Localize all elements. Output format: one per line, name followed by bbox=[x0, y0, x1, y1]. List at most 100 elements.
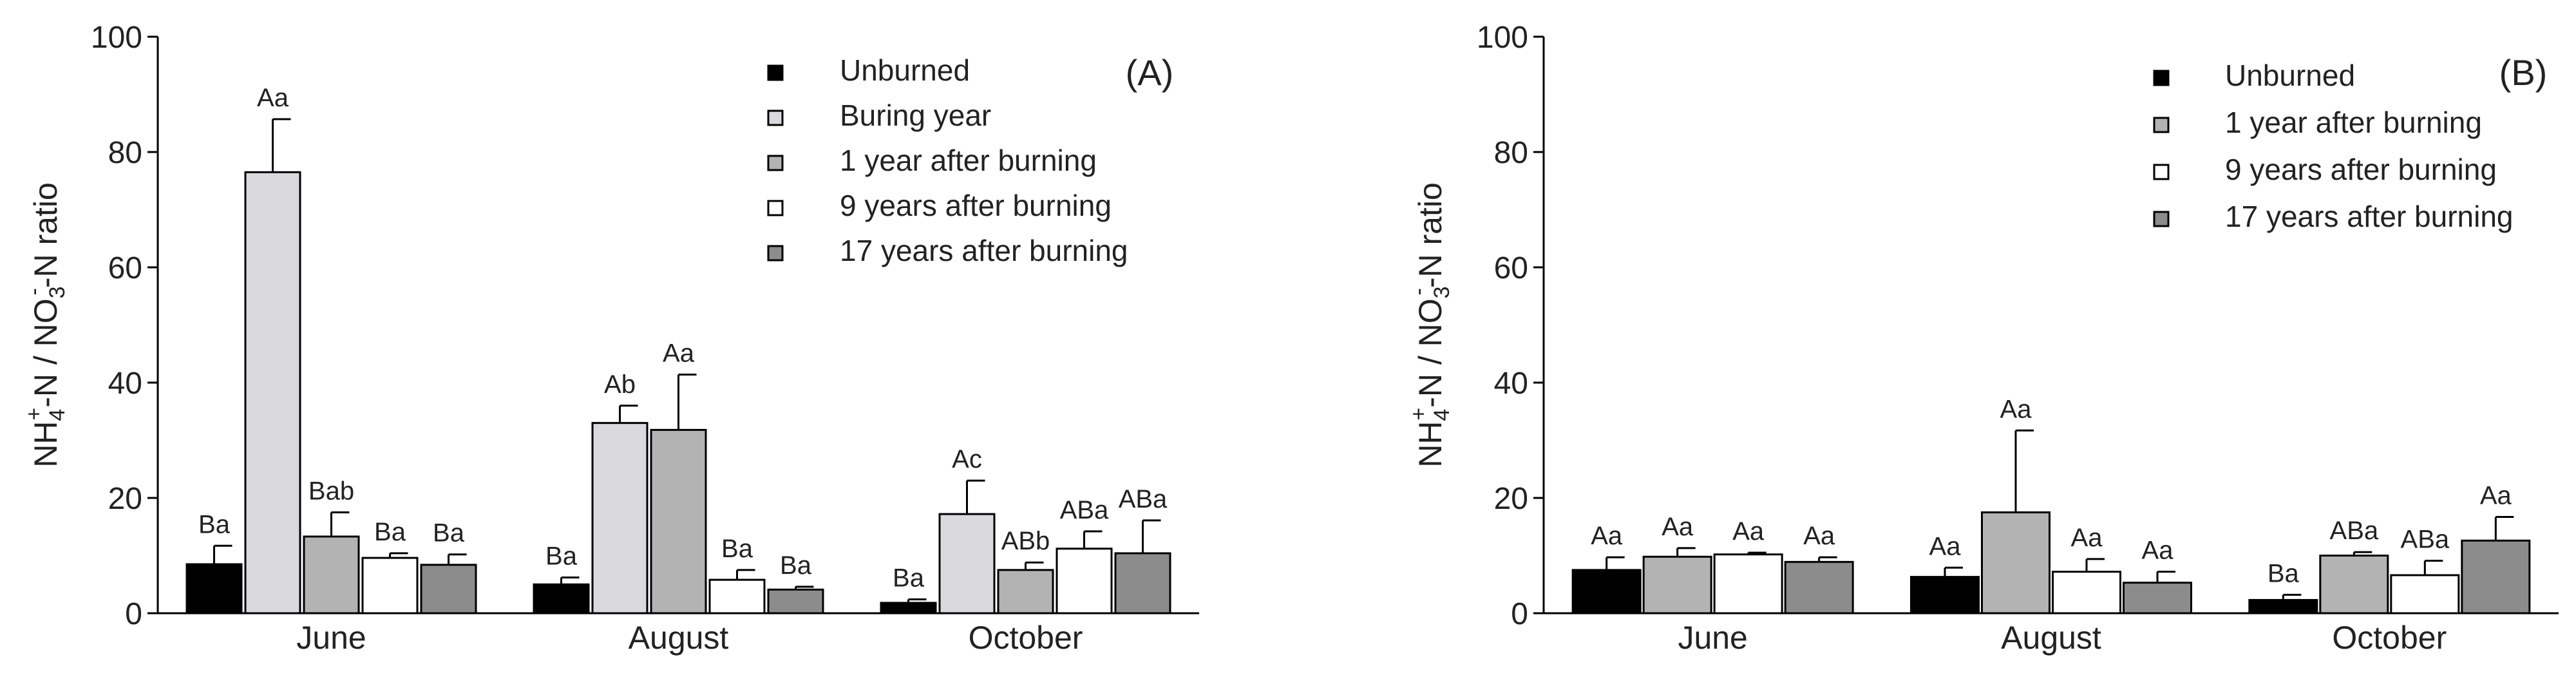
bar bbox=[997, 569, 1054, 615]
bar bbox=[2390, 574, 2460, 615]
significance-label: Aa bbox=[663, 339, 695, 367]
bar bbox=[303, 535, 360, 615]
significance-label: Aa bbox=[1662, 513, 1694, 541]
bar bbox=[533, 583, 590, 615]
legend-label: 17 years after burning bbox=[2225, 200, 2514, 233]
panel-label: (A) bbox=[1126, 52, 1174, 93]
significance-label: Aa bbox=[1732, 517, 1765, 546]
panel-label: (B) bbox=[2499, 52, 2548, 93]
bar bbox=[1642, 555, 1712, 615]
significance-label: Ba bbox=[198, 510, 231, 539]
bar bbox=[1713, 553, 1783, 615]
bar bbox=[938, 513, 996, 615]
significance-label: Aa bbox=[257, 84, 289, 112]
significance-label: Ba bbox=[780, 551, 812, 580]
x-tick-label: October bbox=[969, 620, 1083, 656]
legend-swatch bbox=[767, 110, 784, 126]
y-label-superscript: - bbox=[1406, 288, 1431, 295]
bar bbox=[1910, 576, 1980, 615]
y-tick-label: 20 bbox=[1494, 482, 1528, 516]
significance-label: Aa bbox=[1591, 522, 1623, 550]
significance-label: Aa bbox=[2142, 537, 2174, 565]
bar bbox=[1981, 511, 2050, 615]
y-tick-label: 100 bbox=[91, 21, 142, 55]
y-label-part: -N / NO bbox=[1412, 298, 1448, 407]
significance-label: Ab bbox=[604, 370, 636, 399]
significance-label: ABa bbox=[1060, 496, 1109, 524]
bar bbox=[2248, 598, 2318, 615]
bar bbox=[1056, 548, 1113, 615]
legend-swatch bbox=[767, 245, 784, 262]
significance-label: Aa bbox=[2000, 395, 2032, 423]
legend-label: 1 year after burning bbox=[840, 144, 1097, 177]
chart-panel-a: 0 20 40 60 80 100 NH4+-N / NO3--N ratio June Ba A… bbox=[22, 21, 1199, 656]
significance-label: Ba bbox=[374, 518, 406, 546]
x-tick-label: June bbox=[296, 620, 366, 656]
bar bbox=[420, 564, 477, 615]
y-tick-label: 0 bbox=[125, 597, 142, 631]
bar bbox=[708, 578, 766, 615]
legend-swatch bbox=[767, 64, 784, 81]
bar bbox=[880, 602, 937, 615]
bar bbox=[2319, 555, 2389, 615]
significance-label: Aa bbox=[2071, 524, 2103, 552]
bar bbox=[591, 422, 649, 615]
y-label-part: -N ratio bbox=[28, 182, 64, 288]
y-tick-label: 40 bbox=[108, 367, 142, 401]
bar bbox=[650, 428, 707, 615]
bar bbox=[1784, 560, 1854, 615]
significance-label: ABa bbox=[1119, 485, 1168, 513]
legend-swatch bbox=[2153, 70, 2170, 86]
significance-label: Aa bbox=[1929, 532, 1962, 560]
legend-swatch bbox=[2153, 164, 2170, 180]
legend-label: Unburned bbox=[2225, 59, 2355, 92]
y-axis-label: NH4+-N / NO3--N ratio bbox=[1406, 182, 1454, 468]
y-tick-label: 60 bbox=[1494, 251, 1528, 285]
legend-swatch bbox=[2153, 211, 2170, 227]
bar bbox=[361, 557, 419, 615]
significance-label: Aa bbox=[2480, 482, 2512, 510]
bar bbox=[2052, 571, 2121, 615]
significance-label: Aa bbox=[1803, 522, 1835, 550]
significance-label: Ba bbox=[893, 564, 925, 593]
bar bbox=[1114, 552, 1171, 615]
y-label-superscript: + bbox=[1406, 408, 1431, 421]
x-tick-label: October bbox=[2332, 620, 2447, 656]
y-label-part: -N / NO bbox=[28, 298, 64, 407]
significance-label: ABa bbox=[2401, 526, 2450, 554]
y-axis-label: NH4+-N / NO3--N ratio bbox=[22, 182, 70, 468]
y-label-subscript: 3 bbox=[45, 286, 70, 298]
y-label-part: NH bbox=[28, 421, 64, 468]
significance-label: Ba bbox=[545, 542, 578, 571]
y-tick-label: 0 bbox=[1511, 597, 1528, 631]
x-tick-label: June bbox=[1678, 620, 1747, 656]
y-tick-label: 40 bbox=[1494, 367, 1528, 401]
legend-swatch bbox=[767, 200, 784, 216]
y-label-part: NH bbox=[1412, 421, 1448, 468]
legend-label: 17 years after burning bbox=[840, 234, 1128, 267]
legend-label: 9 years after burning bbox=[840, 189, 1112, 222]
significance-label: Ba bbox=[721, 535, 753, 563]
bar bbox=[244, 171, 301, 615]
chart-panel-b: 0 20 40 60 80 100 NH4+-N / NO3--N ratio June Aa A… bbox=[1406, 21, 2559, 656]
y-label-superscript: + bbox=[22, 408, 46, 421]
significance-label: Ac bbox=[952, 445, 982, 473]
significance-label: Ba bbox=[433, 519, 465, 548]
legend-swatch bbox=[2153, 117, 2170, 133]
y-label-subscript: 4 bbox=[45, 409, 70, 421]
bar bbox=[2123, 582, 2192, 615]
y-label-subscript: 4 bbox=[1430, 409, 1454, 421]
y-tick-label: 80 bbox=[1494, 136, 1528, 170]
significance-label: Ba bbox=[2268, 559, 2300, 587]
y-label-superscript: - bbox=[22, 288, 46, 295]
y-label-part: -N ratio bbox=[1412, 182, 1448, 288]
bar bbox=[767, 588, 824, 615]
legend-label: 9 years after burning bbox=[2225, 153, 2497, 186]
x-tick-label: August bbox=[2001, 620, 2101, 656]
significance-label: ABa bbox=[2330, 517, 2379, 545]
legend-swatch bbox=[767, 155, 784, 171]
legend-label: Buring year bbox=[840, 99, 991, 132]
x-tick-label: August bbox=[629, 620, 729, 656]
significance-label: ABb bbox=[1001, 527, 1050, 555]
